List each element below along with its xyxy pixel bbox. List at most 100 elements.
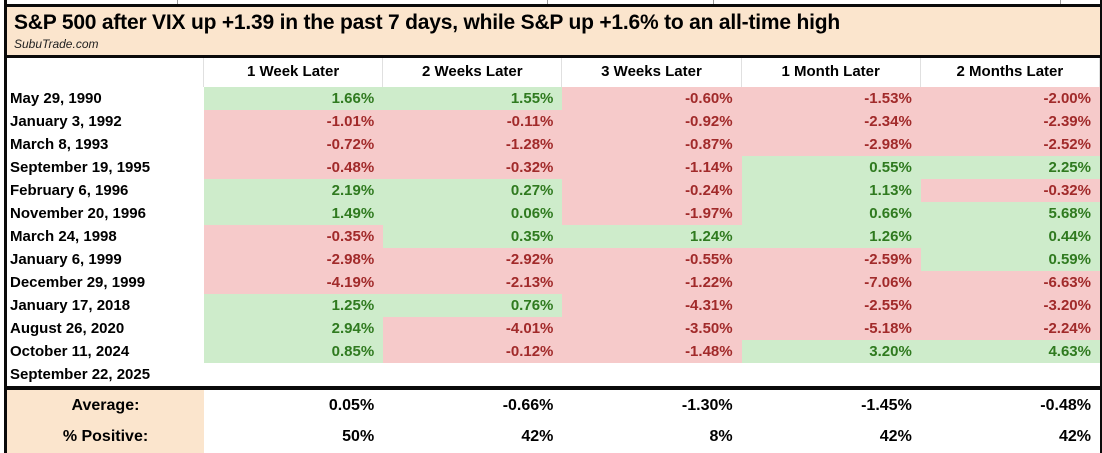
cropped-gridline (547, 0, 548, 4)
value-cell: -4.01% (383, 317, 563, 340)
value-cell: 1.55% (383, 87, 563, 110)
value-cell (562, 363, 742, 386)
value-cell: -0.32% (920, 179, 1100, 202)
value-cell (383, 363, 563, 386)
value-cell: 5.68% (920, 202, 1100, 225)
value-cell: -2.98% (741, 133, 921, 156)
value-cell: -0.60% (562, 87, 742, 110)
value-cell: 1.49% (204, 202, 384, 225)
value-cell: -0.72% (204, 133, 384, 156)
summary-value-cell: 42% (1058, 428, 1091, 445)
column-header: 3 Weeks Later (562, 58, 742, 87)
table-row: November 20, 1996 1.49% 0.06% -1.97% 0.66% 5.… (7, 202, 1100, 225)
cropped-gridline (713, 0, 714, 4)
value-cell: -1.48% (562, 340, 742, 363)
row-date-label: September 19, 1995 (7, 156, 204, 179)
value-cell: -1.97% (562, 202, 742, 225)
value-cell: 1.24% (562, 225, 742, 248)
value-cell: -2.00% (920, 87, 1100, 110)
value-cell: 2.19% (204, 179, 384, 202)
value-cell: -2.98% (204, 248, 384, 271)
value-cell: -0.87% (562, 133, 742, 156)
value-cell: 1.26% (741, 225, 921, 248)
value-cell: 4.63% (920, 340, 1100, 363)
value-cell: -1.14% (562, 156, 742, 179)
value-cell: -2.59% (741, 248, 921, 271)
value-cell: -0.32% (383, 156, 563, 179)
table-row: December 29, 1999 -4.19% -2.13% -1.22% -7.06… (7, 271, 1100, 294)
value-cell: -0.55% (562, 248, 742, 271)
column-header: 1 Month Later (742, 58, 921, 87)
row-date-label: September 22, 2025 (7, 363, 204, 386)
row-date-label: November 20, 1996 (7, 202, 204, 225)
value-cell: 1.66% (204, 87, 384, 110)
value-cell: -3.20% (920, 294, 1100, 317)
table-body: May 29, 1990 1.66% 1.55% -0.60% -1.53% -2.00%… (7, 87, 1100, 386)
table-row: September 22, 2025 (7, 363, 1100, 386)
value-cell: -2.52% (920, 133, 1100, 156)
summary-label: Average: (7, 390, 204, 421)
value-cell: -1.28% (383, 133, 563, 156)
value-cell: -4.31% (562, 294, 742, 317)
page-title: S&P 500 after VIX up +1.39 in the past 7… (14, 11, 840, 34)
table-row: January 3, 1992 -1.01% -0.11% -0.92% -2.34% -… (7, 110, 1100, 133)
cropped-gridline (177, 0, 178, 4)
value-cell: -0.35% (204, 225, 384, 248)
summary-value-cell: 0.05% (328, 397, 375, 414)
value-cell: -7.06% (741, 271, 921, 294)
summary-divider (7, 386, 1100, 390)
value-cell: -2.55% (741, 294, 921, 317)
value-cell: -2.39% (920, 110, 1100, 133)
summary-value-cell: -1.30% (681, 397, 733, 414)
table-row: September 19, 1995 -0.48% -0.32% -1.14% 0.55… (7, 156, 1100, 179)
value-cell: -1.01% (204, 110, 384, 133)
value-cell: 2.25% (920, 156, 1100, 179)
value-cell: -0.48% (204, 156, 384, 179)
value-cell: -4.19% (204, 271, 384, 294)
value-cell: 0.44% (920, 225, 1100, 248)
value-cell: -2.92% (383, 248, 563, 271)
table-row: January 17, 2018 1.25% 0.76% -4.31% -2.55% -3… (7, 294, 1100, 317)
value-cell: -3.50% (562, 317, 742, 340)
summary-value-cell: 50% (342, 428, 375, 445)
row-date-label: May 29, 1990 (7, 87, 204, 110)
value-cell: -0.92% (562, 110, 742, 133)
spreadsheet-table: S&P 500 after VIX up +1.39 in the past 7… (4, 0, 1102, 453)
value-cell (204, 363, 384, 386)
summary-value-cell: -0.48% (1040, 397, 1091, 414)
value-cell: -1.53% (741, 87, 921, 110)
column-header: 2 Weeks Later (383, 58, 563, 87)
row-date-label: January 17, 2018 (7, 294, 204, 317)
value-cell: 0.66% (741, 202, 921, 225)
table-row: January 6, 1999 -2.98% -2.92% -0.55% -2.59% 0… (7, 248, 1100, 271)
value-cell: 0.27% (383, 179, 563, 202)
value-cell: 0.59% (920, 248, 1100, 271)
value-cell: 3.20% (741, 340, 921, 363)
row-date-label: January 3, 1992 (7, 110, 204, 133)
value-cell: -6.63% (920, 271, 1100, 294)
value-cell: -0.12% (383, 340, 563, 363)
cropped-gridline (1060, 0, 1061, 4)
header-corner-cell (7, 58, 204, 87)
table-row: March 24, 1998 -0.35% 0.35% 1.24% 1.26% 0.44% (7, 225, 1100, 248)
value-cell (920, 363, 1100, 386)
value-cell: 0.06% (383, 202, 563, 225)
row-date-label: October 11, 2024 (7, 340, 204, 363)
title-band: S&P 500 after VIX up +1.39 in the past 7… (7, 4, 1100, 58)
cropped-row-above (7, 0, 1100, 4)
summary-value-cell: -0.66% (502, 397, 554, 414)
column-header: 1 Week Later (204, 58, 384, 87)
summary-row: % Positive: 50% 42% 8% 42% 42% (7, 421, 1100, 453)
value-cell: 0.85% (204, 340, 384, 363)
row-date-label: December 29, 1999 (7, 271, 204, 294)
value-cell: -2.34% (741, 110, 921, 133)
row-date-label: August 26, 2020 (7, 317, 204, 340)
value-cell: -1.22% (562, 271, 742, 294)
value-cell: 1.25% (204, 294, 384, 317)
value-cell: -0.11% (383, 110, 563, 133)
value-cell: -2.13% (383, 271, 563, 294)
value-cell: -5.18% (741, 317, 921, 340)
table-row: March 8, 1993 -0.72% -1.28% -0.87% -2.98% -2.… (7, 133, 1100, 156)
table-row: October 11, 2024 0.85% -0.12% -1.48% 3.20% 4.… (7, 340, 1100, 363)
value-cell: 0.76% (383, 294, 563, 317)
